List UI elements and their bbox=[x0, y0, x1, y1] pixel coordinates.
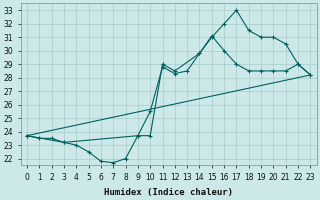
X-axis label: Humidex (Indice chaleur): Humidex (Indice chaleur) bbox=[104, 188, 233, 197]
